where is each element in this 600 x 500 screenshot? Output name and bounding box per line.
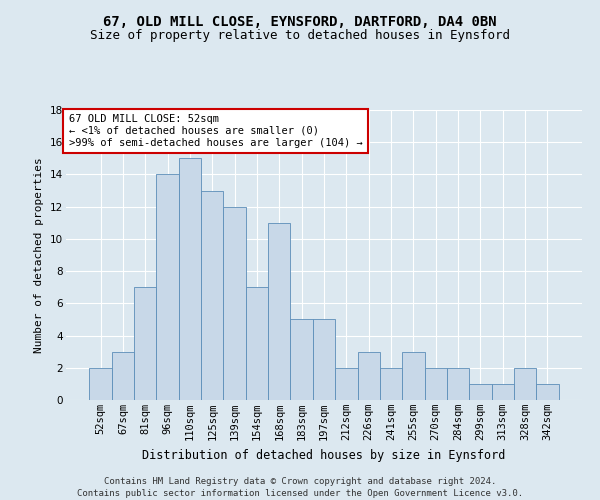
Bar (469, 384, 491, 400)
Bar (134, 287, 157, 400)
Text: Size of property relative to detached houses in Eynsford: Size of property relative to detached ho… (90, 30, 510, 43)
Bar (425, 368, 447, 400)
Bar (112, 352, 134, 400)
Text: 67 OLD MILL CLOSE: 52sqm
← <1% of detached houses are smaller (0)
>99% of semi-d: 67 OLD MILL CLOSE: 52sqm ← <1% of detach… (68, 114, 362, 148)
Bar (290, 320, 313, 400)
Bar (380, 368, 402, 400)
Bar (157, 174, 179, 400)
Bar (246, 287, 268, 400)
Bar (358, 352, 380, 400)
Y-axis label: Number of detached properties: Number of detached properties (34, 157, 44, 353)
X-axis label: Distribution of detached houses by size in Eynsford: Distribution of detached houses by size … (142, 448, 506, 462)
Bar (201, 190, 223, 400)
Bar (491, 384, 514, 400)
Bar (89, 368, 112, 400)
Bar (514, 368, 536, 400)
Bar (335, 368, 358, 400)
Bar (223, 206, 246, 400)
Text: 67, OLD MILL CLOSE, EYNSFORD, DARTFORD, DA4 0BN: 67, OLD MILL CLOSE, EYNSFORD, DARTFORD, … (103, 16, 497, 30)
Bar (402, 352, 425, 400)
Bar (536, 384, 559, 400)
Bar (179, 158, 201, 400)
Bar (447, 368, 469, 400)
Bar (313, 320, 335, 400)
Text: Contains HM Land Registry data © Crown copyright and database right 2024.
Contai: Contains HM Land Registry data © Crown c… (77, 477, 523, 498)
Bar (268, 223, 290, 400)
